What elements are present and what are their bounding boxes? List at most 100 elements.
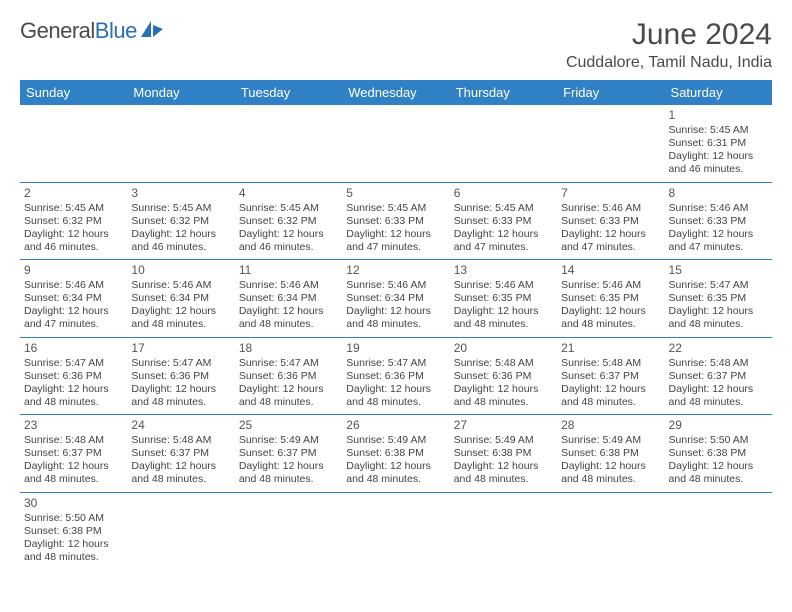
sunset-text: Sunset: 6:33 PM (346, 215, 445, 228)
sunrise-text: Sunrise: 5:46 AM (561, 279, 660, 292)
sunset-text: Sunset: 6:32 PM (239, 215, 338, 228)
daylight-text: Daylight: 12 hours (669, 460, 768, 473)
daylight-text: Daylight: 12 hours (24, 460, 123, 473)
day-number: 13 (454, 263, 553, 278)
daylight-text: Daylight: 12 hours (131, 460, 230, 473)
calendar-cell: 23Sunrise: 5:48 AMSunset: 6:37 PMDayligh… (20, 415, 127, 493)
calendar-cell (557, 105, 664, 182)
sunset-text: Sunset: 6:37 PM (669, 370, 768, 383)
daylight-text: and 47 minutes. (454, 241, 553, 254)
day-number: 30 (24, 496, 123, 511)
sunrise-text: Sunrise: 5:48 AM (454, 357, 553, 370)
calendar-week-row: 30Sunrise: 5:50 AMSunset: 6:38 PMDayligh… (20, 492, 772, 569)
day-number: 23 (24, 418, 123, 433)
day-number: 17 (131, 341, 230, 356)
daylight-text: and 48 minutes. (24, 551, 123, 564)
calendar-cell: 5Sunrise: 5:45 AMSunset: 6:33 PMDaylight… (342, 182, 449, 260)
day-number: 21 (561, 341, 660, 356)
calendar-cell (20, 105, 127, 182)
sunrise-text: Sunrise: 5:47 AM (239, 357, 338, 370)
daylight-text: Daylight: 12 hours (454, 228, 553, 241)
sunset-text: Sunset: 6:37 PM (24, 447, 123, 460)
sunset-text: Sunset: 6:38 PM (346, 447, 445, 460)
location-text: Cuddalore, Tamil Nadu, India (566, 54, 772, 72)
sunrise-text: Sunrise: 5:46 AM (669, 202, 768, 215)
sunrise-text: Sunrise: 5:46 AM (131, 279, 230, 292)
day-header-row: Sunday Monday Tuesday Wednesday Thursday… (20, 80, 772, 105)
calendar-cell: 21Sunrise: 5:48 AMSunset: 6:37 PMDayligh… (557, 337, 664, 415)
daylight-text: and 46 minutes. (669, 163, 768, 176)
brand-text-1: General (20, 18, 95, 44)
daylight-text: Daylight: 12 hours (454, 383, 553, 396)
day-header: Wednesday (342, 80, 449, 105)
calendar-cell (450, 492, 557, 569)
day-number: 6 (454, 186, 553, 201)
sunrise-text: Sunrise: 5:47 AM (669, 279, 768, 292)
sunrise-text: Sunrise: 5:46 AM (346, 279, 445, 292)
sunrise-text: Sunrise: 5:48 AM (561, 357, 660, 370)
sunrise-text: Sunrise: 5:48 AM (131, 434, 230, 447)
sunset-text: Sunset: 6:35 PM (669, 292, 768, 305)
day-header: Saturday (665, 80, 772, 105)
calendar-cell: 12Sunrise: 5:46 AMSunset: 6:34 PMDayligh… (342, 260, 449, 338)
daylight-text: Daylight: 12 hours (24, 228, 123, 241)
day-number: 12 (346, 263, 445, 278)
daylight-text: Daylight: 12 hours (239, 460, 338, 473)
sunrise-text: Sunrise: 5:47 AM (24, 357, 123, 370)
calendar-cell (450, 105, 557, 182)
sunset-text: Sunset: 6:36 PM (131, 370, 230, 383)
day-number: 9 (24, 263, 123, 278)
calendar-week-row: 16Sunrise: 5:47 AMSunset: 6:36 PMDayligh… (20, 337, 772, 415)
calendar-cell: 9Sunrise: 5:46 AMSunset: 6:34 PMDaylight… (20, 260, 127, 338)
day-header: Thursday (450, 80, 557, 105)
day-number: 25 (239, 418, 338, 433)
calendar-cell: 18Sunrise: 5:47 AMSunset: 6:36 PMDayligh… (235, 337, 342, 415)
sunrise-text: Sunrise: 5:45 AM (669, 124, 768, 137)
daylight-text: and 48 minutes. (346, 318, 445, 331)
daylight-text: Daylight: 12 hours (24, 538, 123, 551)
daylight-text: and 48 minutes. (239, 396, 338, 409)
day-number: 24 (131, 418, 230, 433)
brand-text-2: Blue (95, 18, 137, 44)
daylight-text: Daylight: 12 hours (669, 150, 768, 163)
daylight-text: Daylight: 12 hours (239, 228, 338, 241)
calendar-cell: 11Sunrise: 5:46 AMSunset: 6:34 PMDayligh… (235, 260, 342, 338)
daylight-text: and 46 minutes. (131, 241, 230, 254)
daylight-text: Daylight: 12 hours (346, 460, 445, 473)
sunset-text: Sunset: 6:35 PM (561, 292, 660, 305)
daylight-text: and 48 minutes. (346, 473, 445, 486)
calendar-cell: 6Sunrise: 5:45 AMSunset: 6:33 PMDaylight… (450, 182, 557, 260)
daylight-text: Daylight: 12 hours (131, 383, 230, 396)
sunset-text: Sunset: 6:38 PM (24, 525, 123, 538)
sunrise-text: Sunrise: 5:47 AM (346, 357, 445, 370)
calendar-cell (235, 492, 342, 569)
day-header: Sunday (20, 80, 127, 105)
day-header: Monday (127, 80, 234, 105)
calendar-cell: 25Sunrise: 5:49 AMSunset: 6:37 PMDayligh… (235, 415, 342, 493)
day-number: 15 (669, 263, 768, 278)
daylight-text: Daylight: 12 hours (24, 305, 123, 318)
calendar-cell: 29Sunrise: 5:50 AMSunset: 6:38 PMDayligh… (665, 415, 772, 493)
calendar-cell: 17Sunrise: 5:47 AMSunset: 6:36 PMDayligh… (127, 337, 234, 415)
day-number: 4 (239, 186, 338, 201)
page-title: June 2024 (566, 18, 772, 52)
calendar-cell: 3Sunrise: 5:45 AMSunset: 6:32 PMDaylight… (127, 182, 234, 260)
daylight-text: Daylight: 12 hours (454, 305, 553, 318)
day-number: 14 (561, 263, 660, 278)
daylight-text: and 47 minutes. (24, 318, 123, 331)
daylight-text: Daylight: 12 hours (346, 228, 445, 241)
sunrise-text: Sunrise: 5:45 AM (239, 202, 338, 215)
calendar-week-row: 1Sunrise: 5:45 AMSunset: 6:31 PMDaylight… (20, 105, 772, 182)
daylight-text: and 48 minutes. (561, 318, 660, 331)
sunset-text: Sunset: 6:37 PM (561, 370, 660, 383)
sunset-text: Sunset: 6:37 PM (239, 447, 338, 460)
calendar-cell: 24Sunrise: 5:48 AMSunset: 6:37 PMDayligh… (127, 415, 234, 493)
sunrise-text: Sunrise: 5:50 AM (669, 434, 768, 447)
calendar-cell: 28Sunrise: 5:49 AMSunset: 6:38 PMDayligh… (557, 415, 664, 493)
calendar-cell: 19Sunrise: 5:47 AMSunset: 6:36 PMDayligh… (342, 337, 449, 415)
sunrise-text: Sunrise: 5:49 AM (454, 434, 553, 447)
daylight-text: and 48 minutes. (131, 318, 230, 331)
daylight-text: and 48 minutes. (454, 396, 553, 409)
calendar-cell: 16Sunrise: 5:47 AMSunset: 6:36 PMDayligh… (20, 337, 127, 415)
daylight-text: and 48 minutes. (561, 473, 660, 486)
